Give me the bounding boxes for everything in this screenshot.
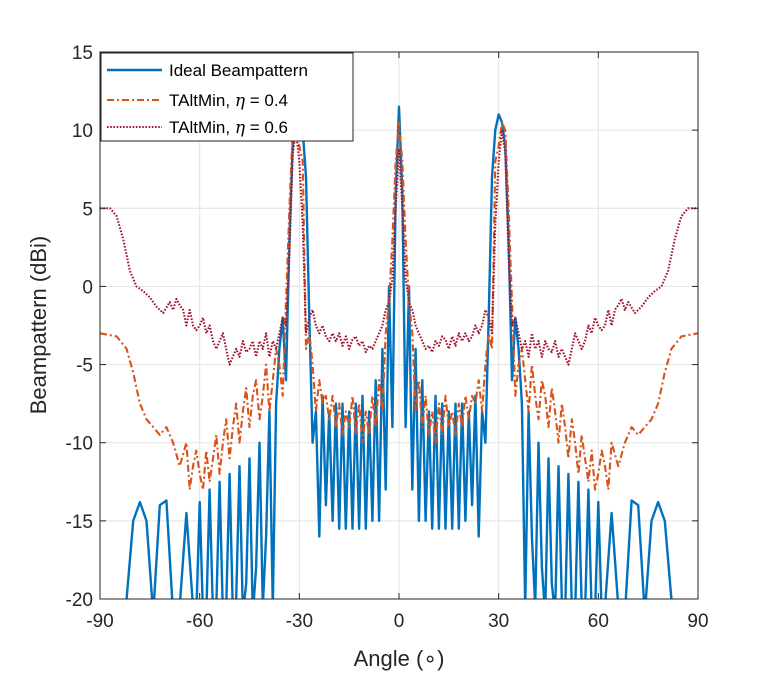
x-tick-label: 30 xyxy=(488,611,509,632)
y-axis-ticks: -20 -15 -10 -5 0 5 10 15 xyxy=(66,43,698,611)
x-axis-ticks: -90 -60 -30 0 30 60 90 xyxy=(86,52,709,632)
legend-label-ideal: Ideal Beampattern xyxy=(169,61,308,80)
legend-label-taltmin-06: TAltMin, η = 0.6 xyxy=(169,118,288,138)
y-tick-label: 5 xyxy=(82,199,93,220)
x-tick-label: 90 xyxy=(687,611,708,632)
y-tick-label: -10 xyxy=(66,434,93,455)
x-tick-label: 60 xyxy=(588,611,609,632)
series-line-2 xyxy=(100,121,698,491)
series-layer xyxy=(100,105,698,599)
x-axis-label: Angle (∘) xyxy=(354,646,445,671)
legend: Ideal Beampattern TAltMin, η = 0.4 TAltM… xyxy=(100,52,354,142)
y-tick-label: 0 xyxy=(82,277,93,298)
y-tick-label: -20 xyxy=(66,590,93,611)
y-tick-label: -5 xyxy=(76,356,93,377)
series-line-1 xyxy=(125,105,673,599)
x-tick-label: -60 xyxy=(186,611,213,632)
series-line-3 xyxy=(100,129,698,366)
x-tick-label: 0 xyxy=(394,611,405,632)
y-tick-label: 15 xyxy=(72,43,93,64)
y-axis-label: Beampattern (dBi) xyxy=(26,236,51,415)
x-tick-label: -30 xyxy=(286,611,313,632)
legend-label-taltmin-04: TAltMin, η = 0.4 xyxy=(169,91,288,111)
y-tick-label: -15 xyxy=(66,512,93,533)
y-tick-label: 10 xyxy=(72,121,93,142)
x-tick-label: -90 xyxy=(86,611,113,632)
